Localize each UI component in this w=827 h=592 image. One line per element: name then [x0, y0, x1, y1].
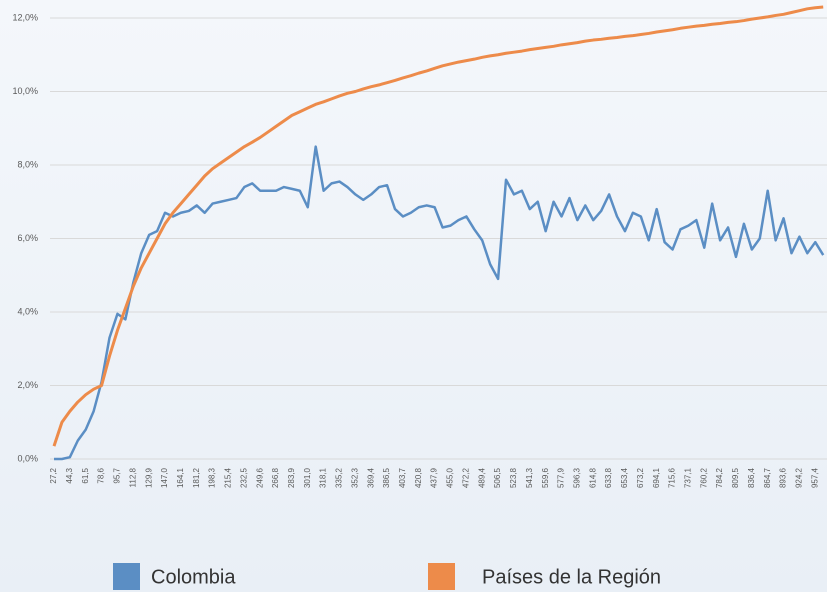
x-tick-label: 129,9	[144, 467, 153, 488]
x-tick-label: 283,9	[287, 467, 296, 488]
series-line	[54, 145, 825, 461]
x-tick-label: 249,6	[255, 467, 264, 488]
x-tick-label: 112,8	[128, 467, 137, 487]
x-tick-label: 577,9	[557, 467, 566, 488]
x-tick-label: 95,7	[113, 467, 122, 483]
x-tick-label: 523,8	[509, 467, 518, 488]
y-tick-label: 0,0%	[17, 453, 38, 463]
x-tick-label: 215,4	[224, 467, 233, 488]
x-tick-label: 489,4	[477, 467, 486, 488]
x-tick-label: 455,0	[446, 467, 455, 488]
y-tick-label: 12,0%	[12, 12, 38, 22]
y-tick-label: 2,0%	[17, 380, 38, 390]
y-tick-label: 8,0%	[17, 159, 38, 169]
x-tick-label: 715,6	[668, 467, 677, 488]
x-tick-label: 369,4	[366, 467, 375, 488]
y-tick-label: 10,0%	[12, 86, 38, 96]
x-tick-label: 403,7	[398, 467, 407, 488]
x-tick-label: 232,5	[239, 467, 248, 488]
x-tick-label: 737,1	[684, 467, 693, 488]
x-tick-label: 893,6	[779, 467, 788, 488]
x-tick-label: 864,7	[763, 467, 772, 488]
x-tick-label: 596,3	[572, 467, 581, 488]
y-tick-label: 4,0%	[17, 306, 38, 316]
x-tick-label: 335,2	[335, 467, 344, 488]
legend-swatch	[428, 563, 455, 590]
x-tick-label: 27,2	[49, 467, 58, 483]
x-tick-label: 420,8	[414, 467, 423, 488]
x-tick-label: 437,9	[430, 467, 439, 488]
x-tick-label: 506,5	[493, 467, 502, 488]
x-tick-label: 78,6	[97, 467, 106, 483]
x-tick-label: 957,4	[810, 467, 819, 488]
x-tick-label: 318,1	[319, 467, 328, 488]
legend-label: Colombia	[151, 566, 236, 588]
x-tick-label: 614,8	[588, 467, 597, 488]
x-tick-label: 809,5	[731, 467, 740, 488]
x-tick-label: 541,3	[525, 467, 534, 488]
x-tick-label: 653,4	[620, 467, 629, 488]
x-tick-label: 61,5	[81, 467, 90, 483]
legend-label: Países de la Región	[482, 566, 661, 588]
series-line	[52, 5, 824, 447]
x-tick-label: 198,3	[208, 467, 217, 488]
x-tick-label: 147,0	[160, 467, 169, 488]
x-tick-label: 301,0	[303, 467, 312, 488]
x-tick-label: 164,1	[176, 467, 185, 488]
x-tick-label: 673,2	[636, 467, 645, 488]
x-tick-label: 760,2	[699, 467, 708, 488]
x-tick-label: 633,8	[604, 467, 613, 488]
x-tick-label: 836,4	[747, 467, 756, 488]
x-tick-label: 181,2	[192, 467, 201, 488]
x-tick-label: 559,6	[541, 467, 550, 488]
x-tick-label: 472,2	[461, 467, 470, 488]
x-tick-label: 694,1	[652, 467, 661, 488]
x-tick-label: 924,2	[795, 467, 804, 488]
x-tick-label: 44,3	[65, 467, 74, 483]
y-tick-label: 6,0%	[17, 233, 38, 243]
x-tick-label: 784,2	[715, 467, 724, 488]
x-tick-label: 386,5	[382, 467, 391, 488]
x-tick-label: 352,3	[350, 467, 359, 488]
legend-swatch	[113, 563, 140, 590]
x-tick-label: 266,8	[271, 467, 280, 488]
